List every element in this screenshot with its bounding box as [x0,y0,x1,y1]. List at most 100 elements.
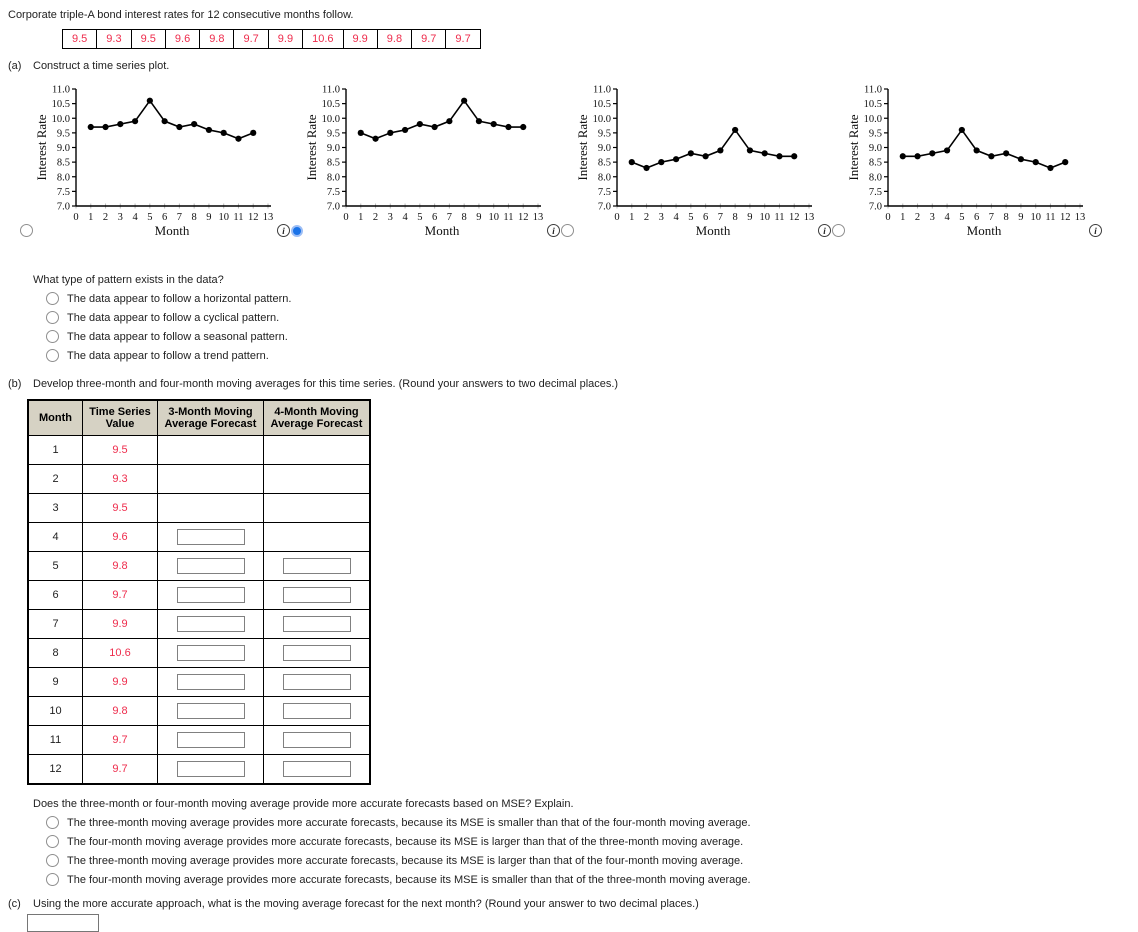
chart-option-4: 0 1 2 3 4 5 6 7 8 9 10 11 12 13 7.0 7.5 8.0 8.5 9.0 9.5 10.0… [832,74,1103,242]
mse-option-label-4: The four-month moving average provides m… [67,873,751,886]
mse-radio-1[interactable] [46,816,59,829]
ma4-input-month-7[interactable] [282,616,351,632]
y-tick-label: 10.5 [52,99,70,110]
table-row-month-2: 2 9.3 [27,464,371,494]
ma3-input-month-10[interactable] [176,703,245,719]
time-series-value-cell: 9.6 [82,522,158,552]
part-b-label: (b) [8,378,22,390]
pattern-radio-3[interactable] [46,330,59,343]
column-header-1: Month [27,399,83,436]
ma3-input-month-5[interactable] [176,558,245,574]
ma4-input-month-10[interactable] [282,703,351,719]
y-tick-label: 8.0 [598,172,611,183]
y-axis-label: Interest Rate [848,114,861,180]
x-tick-label: 9 [1018,212,1023,223]
info-icon[interactable]: i [547,224,560,237]
ma3-input-month-9[interactable] [176,674,245,690]
table-header-row: Month Time Series Value 3-Month Moving Ave… [27,399,371,436]
pattern-option-label-3: The data appear to follow a seasonal pat… [67,330,288,343]
ma4-cell [263,522,371,552]
data-strip-cell: 9.5 [130,29,166,49]
month-cell: 7 [27,609,83,639]
x-tick-label: 13 [804,212,815,223]
pattern-option-2: The data appear to follow a cyclical pat… [46,311,1138,324]
data-point [791,153,798,160]
ma4-input-month-12[interactable] [282,761,351,777]
ma3-input-month-11[interactable] [176,732,245,748]
y-tick-label: 7.5 [327,187,340,198]
x-tick-label: 12 [1060,212,1071,223]
y-tick-label: 7.0 [598,202,611,213]
info-icon[interactable]: i [277,224,290,237]
part-a-prompt: Construct a time series plot. [33,60,170,72]
pattern-option-label-4: The data appear to follow a trend patter… [67,349,269,362]
info-icon[interactable]: i [818,224,831,237]
interest-rate-data-strip: 9.5 9.3 9.5 9.6 9.8 9.7 9.9 10.6 9.9 9.8 9.7 9.7 [61,29,481,49]
chart-option-radio-1[interactable] [20,224,33,237]
data-point [643,164,650,172]
table-row-month-8: 8 10.6 [27,638,371,668]
data-point [220,129,227,136]
ma3-input-month-7[interactable] [176,616,245,632]
time-series-value-cell: 9.8 [82,551,158,581]
mse-option-label-1: The three-month moving average provides … [67,816,751,829]
ma4-cell [263,464,371,494]
part-a-label: (a) [8,60,22,72]
ma3-input-month-4[interactable] [176,529,245,545]
ma3-input-month-6[interactable] [176,587,245,603]
pattern-radio-1[interactable] [46,292,59,305]
ma4-input-month-5[interactable] [282,558,351,574]
ma4-input-month-8[interactable] [282,645,351,661]
mse-radio-3[interactable] [46,854,59,867]
y-tick-label: 10.5 [864,99,882,110]
y-tick-label: 7.0 [57,202,70,213]
ma4-input-month-6[interactable] [282,587,351,603]
data-point [672,156,680,163]
ma3-input-month-8[interactable] [176,645,245,661]
y-tick-label: 9.5 [869,128,882,139]
mse-radio-4[interactable] [46,873,59,886]
time-series-value-cell: 9.7 [82,725,158,755]
ma4-cell [263,493,371,523]
y-tick-label: 9.5 [327,128,340,139]
info-icon[interactable]: i [1089,224,1102,237]
x-tick-label: 11 [774,212,784,223]
y-tick-label: 11.0 [52,85,70,96]
chart-option-radio-2[interactable] [291,225,303,237]
ma4-input-month-9[interactable] [282,674,351,690]
forecast-answer-input[interactable] [27,914,99,932]
ma3-cell [157,754,264,785]
pattern-option-label-2: The data appear to follow a cyclical pat… [67,311,280,324]
mse-option-2: The four-month moving average provides m… [46,835,1138,848]
y-tick-label: 7.0 [327,202,340,213]
data-strip-cell: 9.7 [233,29,269,49]
x-tick-label: 3 [659,212,664,223]
mse-radio-2[interactable] [46,835,59,848]
y-tick-label: 11.0 [593,85,611,96]
data-point [973,147,980,154]
x-tick-label: 5 [688,212,693,223]
ma4-input-month-11[interactable] [282,732,351,748]
y-axis-label: Interest Rate [306,114,319,180]
x-tick-label: 3 [930,212,935,223]
x-tick-label: 8 [192,212,197,223]
data-point [520,123,527,131]
y-tick-label: 9.0 [327,143,340,154]
data-point [658,159,665,166]
y-axis-label: Interest Rate [36,114,49,180]
data-point [161,118,168,125]
chart-option-radio-4[interactable] [832,224,845,237]
chart-option-radio-3[interactable] [561,224,574,237]
pattern-radio-2[interactable] [46,311,59,324]
part-b-prompt: Develop three-month and four-month movin… [33,378,619,390]
time-series-plot: 0 1 2 3 4 5 6 7 8 9 10 11 12 137.07.58.08.59.09.510.0… [848,85,1085,239]
ma3-input-month-12[interactable] [176,761,245,777]
x-tick-label: 2 [373,212,378,223]
x-tick-label: 6 [703,212,708,223]
pattern-radio-4[interactable] [46,349,59,362]
y-tick-label: 8.5 [327,158,340,169]
x-tick-label: 1 [629,212,634,223]
table-row-month-5: 5 9.8 [27,551,371,581]
x-tick-label: 4 [673,212,679,223]
mse-option-1: The three-month moving average provides … [46,816,1138,829]
